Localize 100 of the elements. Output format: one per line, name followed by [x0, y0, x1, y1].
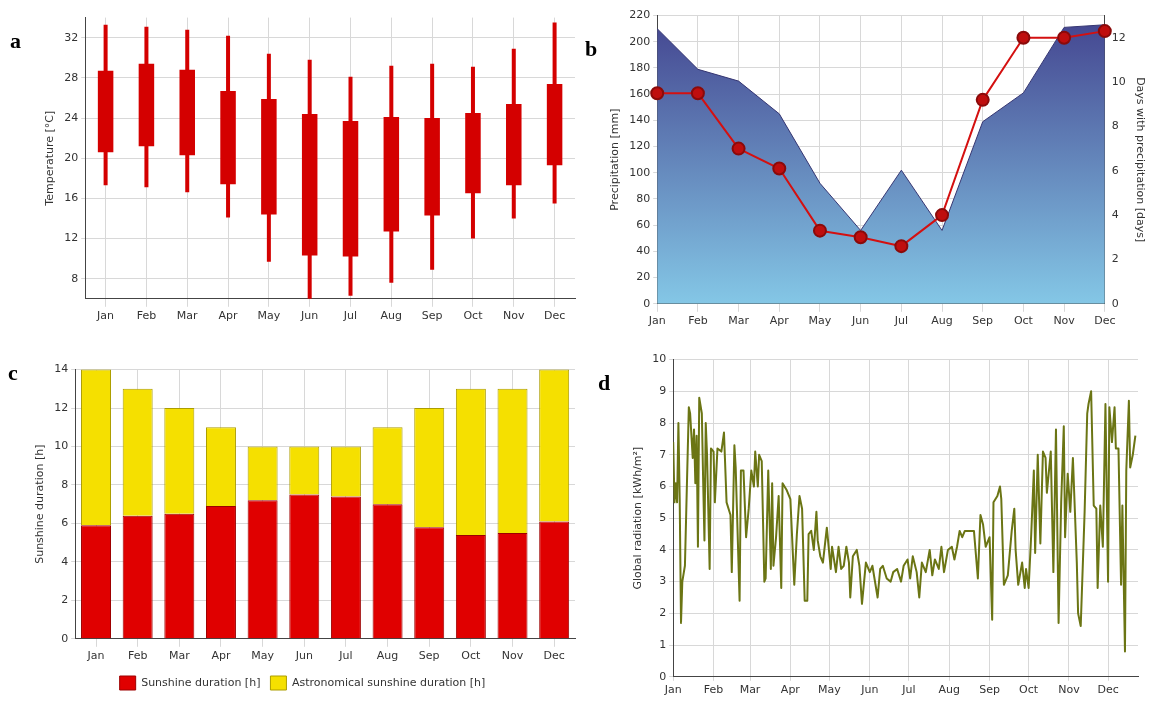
y-axis-title: Precipitation [mm]	[608, 108, 622, 211]
y2-tick-label: 10	[1111, 74, 1126, 88]
x-tick-label: Jun	[851, 314, 870, 328]
x-tick-label: Mar	[739, 683, 761, 697]
text: c	[8, 360, 18, 386]
x-tick-label: Aug	[931, 314, 953, 328]
point	[690, 86, 705, 101]
point	[894, 239, 909, 254]
y-tick-label: 16	[64, 191, 79, 205]
x-tick-label: May	[251, 649, 275, 663]
y2-tick-label: 0	[1111, 296, 1119, 310]
text: a	[10, 28, 21, 54]
point	[812, 223, 827, 238]
y-tick-label: 140	[629, 113, 651, 127]
y2-tick-label: 12	[1111, 30, 1126, 44]
y-tick-label: 40	[636, 244, 651, 258]
point	[731, 141, 746, 156]
x-tick-label: Feb	[127, 649, 148, 663]
x-tick-label: Oct	[1019, 683, 1039, 697]
y-tick-label: 5	[659, 511, 667, 525]
y-tick-label: 0	[61, 631, 69, 645]
y-tick-label: 220	[629, 8, 651, 22]
y-tick-label: 8	[71, 271, 79, 285]
y-tick-label: 8	[61, 477, 69, 491]
x-tick-label: May	[818, 683, 842, 697]
y-tick-label: 24	[64, 110, 79, 124]
y-tick-label: 8	[659, 415, 667, 429]
x-tick-label: Sep	[979, 683, 1000, 697]
y-tick-label: 9	[659, 384, 667, 398]
y-tick-label: 6	[659, 479, 667, 493]
x-tick-label: Apr	[769, 314, 790, 328]
y-tick-label: 2	[659, 606, 667, 620]
x-tick-label: Apr	[780, 683, 801, 697]
legend-label: Sunshine duration [h]	[141, 675, 261, 689]
y-tick-label: 28	[64, 70, 79, 84]
y-tick-label: 6	[61, 516, 69, 530]
x-tick-label: Oct	[461, 649, 482, 663]
y-tick-label: 180	[629, 60, 651, 74]
y-tick-label: 20	[636, 270, 651, 284]
x-tick-label: Nov	[1058, 683, 1081, 697]
x-tick-label: Aug	[380, 309, 403, 323]
y2-axis-title: Days with precipitation [days]	[1133, 77, 1147, 243]
x-tick-label: Jul	[338, 649, 353, 663]
y-tick-label: 7	[659, 447, 667, 461]
x-tick-label: Mar	[728, 314, 750, 328]
x-tick-label: Jan	[86, 649, 105, 663]
x-tick-label: Mar	[168, 649, 191, 663]
point	[1097, 24, 1112, 39]
y2-tick-label: 8	[1111, 119, 1119, 133]
x-tick-label: Jun	[300, 309, 319, 323]
x-tick-label: Nov	[503, 309, 525, 323]
y-tick-label: 1	[659, 637, 667, 651]
text: d	[598, 370, 611, 396]
y-tick-label: 12	[54, 400, 69, 414]
y-axis-title: Global radiation [kWh/m²]	[631, 446, 645, 590]
x-tick-label: Apr	[218, 309, 239, 323]
point	[772, 161, 787, 176]
legend-label: Astronomical sunshine duration [h]	[291, 675, 486, 689]
x-tick-label: Nov	[1053, 314, 1076, 328]
y-tick-label: 20	[64, 151, 79, 165]
y-axis-title: Sunshine duration [h]	[33, 444, 47, 564]
x-tick-label: Feb	[703, 683, 724, 697]
y-tick-label: 4	[61, 554, 69, 568]
y-axis-title: Temperature [°C]	[43, 110, 57, 207]
y-tick-label: 0	[659, 669, 667, 683]
x-tick-label: Sep	[418, 649, 440, 663]
x-tick-label: Dec	[543, 649, 565, 663]
y-tick-label: 200	[629, 34, 651, 48]
point	[650, 86, 665, 101]
y-tick-label: 2	[61, 593, 69, 607]
y-tick-label: 14	[54, 362, 69, 376]
y2-tick-label: 2	[1111, 252, 1119, 266]
point	[975, 92, 990, 107]
x-tick-label: Dec	[1097, 683, 1119, 697]
y-tick-label: 60	[636, 218, 651, 232]
point	[853, 230, 868, 245]
y2-tick-label: 6	[1111, 163, 1119, 177]
y-tick-label: 3	[659, 574, 667, 588]
y-tick-label: 120	[629, 139, 651, 153]
x-tick-label: Jun	[860, 683, 879, 697]
x-tick-label: May	[808, 314, 832, 328]
x-tick-label: Sep	[972, 314, 994, 328]
x-tick-label: Nov	[501, 649, 524, 663]
y-tick-label: 12	[64, 231, 79, 245]
y-tick-label: 0	[643, 296, 651, 310]
x-tick-label: Sep	[421, 309, 443, 323]
x-tick-label: Dec	[543, 309, 566, 323]
y-tick-label: 10	[54, 439, 69, 453]
x-tick-label: Oct	[1013, 314, 1034, 328]
x-tick-label: Feb	[136, 309, 157, 323]
x-tick-label: Mar	[176, 309, 199, 323]
y-tick-label: 100	[629, 165, 651, 179]
x-tick-label: Jul	[901, 683, 916, 697]
x-tick-label: Feb	[688, 314, 708, 328]
x-tick-label: Apr	[211, 649, 231, 663]
x-tick-label: Oct	[463, 309, 484, 323]
x-tick-label: Jan	[663, 683, 682, 697]
y-tick-label: 160	[629, 87, 651, 101]
y-tick-label: 32	[64, 30, 79, 44]
x-tick-label: Jun	[294, 649, 313, 663]
